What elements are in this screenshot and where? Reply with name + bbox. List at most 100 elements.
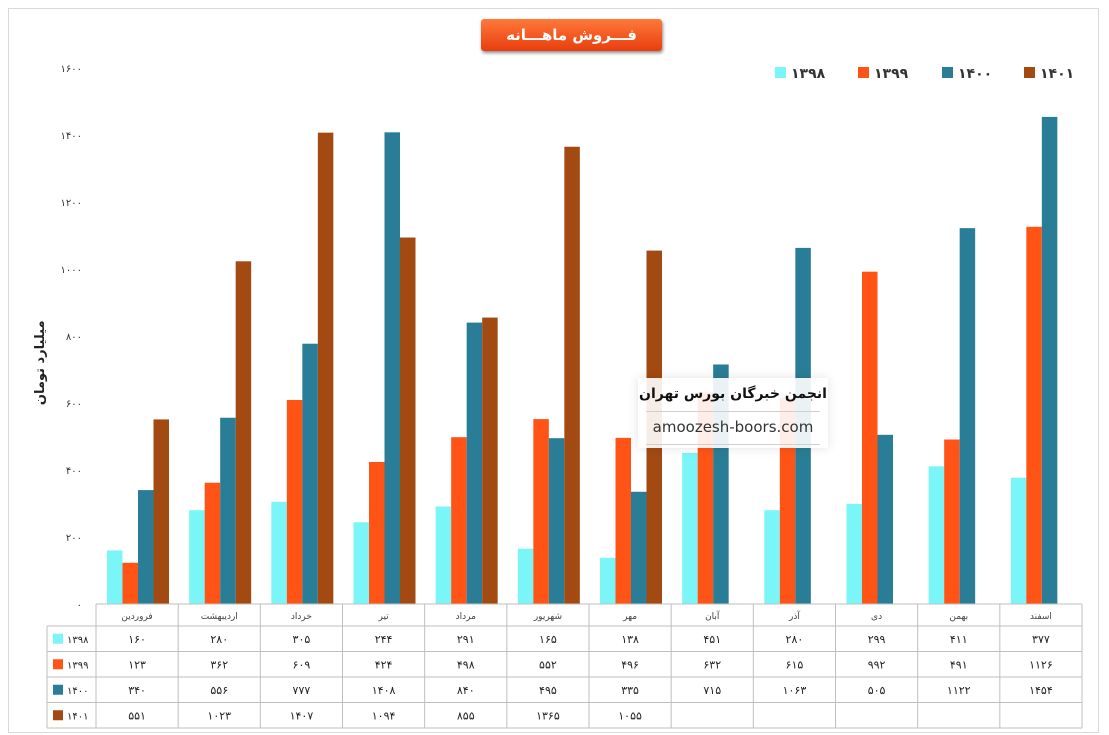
table-cell-value: ۸۵۵ [457, 709, 475, 722]
bar-۱۴۰۰-مهر [631, 491, 647, 604]
bar-۱۳۹۸-تیر [353, 522, 369, 604]
table-cell-value: ۴۹۸ [457, 658, 475, 671]
y-tick-label: ۱۰۰۰ [61, 265, 82, 276]
table-cell-value: ۴۹۱ [950, 658, 968, 671]
category-label: مهر [622, 612, 637, 622]
bar-۱۳۹۹-خرداد [286, 399, 303, 604]
legend-label: ۱۴۰۱ [1040, 66, 1074, 82]
watermark-divider [646, 411, 820, 412]
table-cell-value: ۱۲۳ [128, 658, 146, 671]
table-cell-value: ۱۱۲۲ [947, 684, 971, 697]
table-cell-value: ۵۵۶ [210, 684, 228, 697]
table-cell-value: ۷۱۵ [703, 684, 721, 697]
bar-۱۳۹۹-دی [862, 271, 878, 604]
bar-۱۴۰۱-تیر [400, 237, 416, 604]
table-cell-value: ۱۴۰۷ [290, 709, 314, 722]
table-cell-value: ۷۷۷ [293, 684, 311, 697]
bar-۱۴۰۰-بهمن [959, 228, 976, 604]
table-cell-value: ۱۳۸ [621, 633, 639, 646]
y-tick-label: ۶۰۰ [66, 399, 82, 410]
bar-۱۳۹۸-آذر [764, 510, 780, 604]
table-cell-value: ۴۵۱ [703, 633, 721, 646]
table-legend-key [53, 659, 63, 670]
watermark-divider [646, 444, 820, 445]
bar-۱۳۹۹-مرداد [451, 437, 467, 604]
watermark-box: انجمن خبرگان بورس تهران amoozesh-boors.c… [638, 378, 828, 448]
table-cell-value: ۵۰۵ [868, 684, 886, 697]
table-cell-value: ۱۶۵ [539, 633, 557, 646]
table-cell-value: ۲۸۰ [786, 633, 804, 646]
bar-۱۴۰۱-مرداد [482, 317, 498, 604]
bar-۱۳۹۸-بهمن [928, 466, 945, 604]
table-cell-value: ۱۰۲۳ [207, 709, 231, 722]
y-tick-label: ۱۶۰۰ [61, 64, 82, 75]
bar-۱۳۹۸-خرداد [271, 501, 287, 604]
y-tick-label: ۲۰۰ [66, 533, 82, 544]
bar-۱۳۹۸-مهر [600, 557, 616, 604]
bar-۱۴۰۱-شهریور [564, 146, 580, 604]
table-cell-value: ۱۰۵۵ [618, 709, 642, 722]
y-axis-title: میلیارد تومان [33, 321, 48, 406]
category-label: آبان [705, 610, 720, 622]
chart-title: فـــروش ماهـــانه ارفـــــع [481, 19, 662, 76]
table-cell-value: ۳۷۷ [1032, 633, 1050, 646]
table-legend-key [53, 684, 63, 695]
table-cell-value: ۱۳۶۵ [536, 709, 560, 722]
table-cell-value: ۱۴۰۸ [372, 684, 396, 697]
table-series-name: ۱۴۰۰ [67, 686, 88, 697]
category-label: خرداد [291, 612, 312, 622]
bar-۱۳۹۹-شهریور [533, 419, 549, 604]
table-cell-value: ۶۳۲ [703, 658, 721, 671]
bar-۱۴۰۰-اسفند [1041, 116, 1058, 604]
table-cell-value: ۵۵۲ [539, 658, 557, 671]
table-cell-value: ۹۹۲ [868, 658, 886, 671]
category-label: اسفند [1030, 612, 1052, 622]
table-cell-value: ۱۶۰ [128, 633, 146, 646]
legend-swatch [942, 67, 953, 78]
table-cell-value: ۶۱۵ [786, 658, 804, 671]
bar-۱۳۹۸-شهریور [517, 548, 534, 604]
table-cell-value: ۲۸۰ [210, 633, 228, 646]
y-tick-label: ۱۴۰۰ [61, 131, 82, 142]
bar-۱۴۰۰-تیر [384, 132, 400, 604]
category-label: بهمن [949, 612, 968, 622]
legend-label: ۱۴۰۰ [958, 66, 992, 82]
category-label: فروردین [121, 612, 152, 622]
bar-۱۳۹۹-آذر [779, 397, 796, 604]
table-cell-value: ۳۶۲ [210, 658, 228, 671]
table-legend-key [53, 710, 63, 721]
bar-۱۳۹۹-بهمن [944, 439, 960, 604]
table-cell-value: ۶۰۹ [293, 658, 311, 671]
bar-۱۴۰۰-خرداد [302, 343, 318, 604]
table-series-name: ۱۳۹۹ [67, 660, 88, 671]
table-legend-key [53, 633, 63, 644]
bar-۱۴۰۰-مرداد [466, 322, 483, 604]
table-cell-value: ۱۴۵۴ [1029, 684, 1053, 697]
watermark-org-name: انجمن خبرگان بورس تهران [639, 386, 827, 402]
legend-label: ۱۳۹۹ [874, 66, 909, 82]
legend-swatch [858, 67, 869, 78]
bar-۱۳۹۸-فروردین [107, 550, 123, 604]
bar-۱۳۹۸-آبان [682, 452, 698, 604]
bar-۱۳۹۹-اردیبهشت [204, 482, 221, 604]
table-cell-value: ۵۵۱ [128, 709, 146, 722]
watermark-url: amoozesh-boors.com [652, 418, 814, 436]
bar-۱۳۹۸-اسفند [1010, 477, 1027, 604]
category-label: دی [871, 612, 882, 622]
bar-۱۳۹۸-اردیبهشت [189, 510, 205, 604]
chart-frame [8, 8, 1099, 733]
bar-۱۴۰۰-فروردین [138, 490, 154, 604]
table-series-name: ۱۳۹۸ [67, 635, 89, 646]
table-cell-value: ۴۹۶ [621, 658, 639, 671]
legend-swatch [775, 67, 786, 78]
category-label: شهریور [533, 612, 562, 622]
category-label: تیر [377, 612, 389, 622]
legend-swatch [1024, 67, 1035, 78]
y-tick-label: ۰ [77, 600, 82, 611]
bar-۱۳۹۹-فروردین [122, 562, 138, 604]
table-cell-value: ۴۱۱ [950, 633, 968, 646]
table-cell-value: ۱۱۲۶ [1029, 658, 1053, 671]
table-cell-value: ۲۹۹ [868, 633, 886, 646]
bar-۱۳۹۸-مرداد [435, 506, 452, 604]
